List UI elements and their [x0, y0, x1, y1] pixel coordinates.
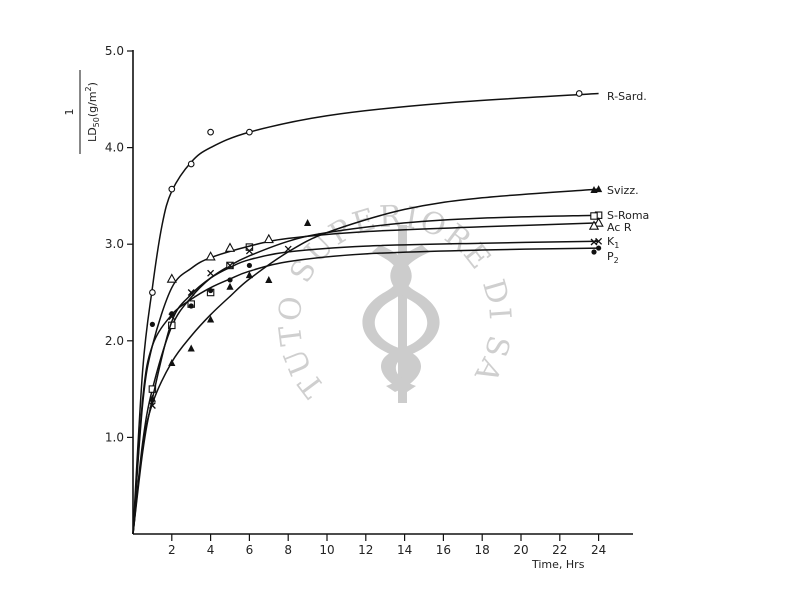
x-tick-label: 18: [475, 543, 490, 557]
series-line-p2: [132, 247, 599, 535]
data-point-ac-r: [593, 217, 604, 227]
series-svizz: Svizz.: [132, 184, 639, 535]
series-line-svizz: [132, 188, 599, 535]
axes: 2 4 6 8 10 12 14 16 18 20 22 241.02.03.04.05.0: [105, 44, 633, 557]
data-point-svizz: [226, 282, 234, 290]
data-point-s-roma: [148, 385, 157, 393]
legend-marker-svizz: [590, 186, 598, 193]
data-point-r-sard: [149, 289, 156, 296]
caduceus-icon: [362, 225, 440, 403]
y-axis-title: 1 LD50(g/m2): [63, 70, 101, 154]
series-label-r-sard: R-Sard.: [607, 90, 647, 103]
legend-marker-p2: [591, 249, 597, 255]
data-point-svizz: [595, 185, 603, 193]
data-point-p2: [596, 245, 602, 251]
data-point-k1: [245, 247, 253, 255]
data-point-k1: [284, 245, 292, 253]
data-point-p2: [188, 303, 194, 309]
data-point-r-sard: [207, 128, 214, 136]
series-label-p2: P2: [607, 250, 619, 265]
legend-marker-s-roma: [590, 212, 598, 220]
series-label-s-roma: S-Roma: [607, 209, 649, 222]
data-point-p2: [246, 262, 252, 269]
data-point-svizz: [187, 344, 195, 352]
y-tick-label: 4.0: [105, 141, 124, 155]
x-tick-label: 10: [319, 543, 334, 557]
x-tick-label: 20: [513, 543, 528, 557]
data-point-svizz: [207, 315, 215, 323]
legend-marker-k1: [590, 238, 598, 246]
x-tick-label: 22: [552, 543, 567, 557]
x-tick-label: 8: [284, 543, 292, 557]
data-point-r-sard: [575, 90, 583, 97]
legend-marker-ac-r: [588, 220, 600, 230]
x-axis-label: Time, Hrs: [531, 558, 585, 571]
data-point-k1: [148, 402, 156, 409]
data-point-ac-r: [263, 233, 274, 244]
data-point-p2: [169, 311, 175, 317]
y-tick-label: 5.0: [105, 44, 124, 58]
data-point-p2: [227, 277, 233, 283]
x-tick-label: 6: [246, 543, 254, 557]
data-point-p2: [149, 321, 155, 327]
x-tick-label: 4: [207, 543, 215, 557]
data-point-ac-r: [205, 251, 216, 261]
series-label-ac-r: Ac R: [607, 221, 632, 234]
y-tick-label: 1.0: [105, 430, 124, 444]
series-r-sard: R-Sard.: [132, 90, 647, 535]
data-point-k1: [226, 261, 234, 269]
data-point-svizz: [168, 359, 176, 367]
series-k1: K1: [132, 235, 619, 535]
data-point-ac-r: [166, 273, 177, 283]
data-point-p2: [208, 287, 214, 294]
x-tick-label: 12: [358, 543, 373, 557]
y-tick-label: 2.0: [105, 334, 124, 348]
x-tick-label: 24: [591, 543, 606, 557]
x-tick-label: 14: [397, 543, 412, 557]
series-p2: P2: [132, 245, 619, 535]
data-point-k1: [207, 269, 215, 277]
x-tick-label: 2: [168, 543, 176, 557]
data-point-k1: [187, 289, 195, 296]
series-label-svizz: Svizz.: [607, 184, 639, 197]
data-point-r-sard: [168, 185, 176, 193]
series-label-k1: K1: [607, 235, 619, 250]
data-point-ac-r: [224, 242, 236, 252]
data-point-svizz: [245, 271, 253, 279]
y-axis-title-fraction: 1 LD50(g/m2): [63, 70, 101, 154]
data-point-r-sard: [187, 160, 195, 168]
data-point-svizz: [304, 218, 312, 226]
y-axis-title-denominator: LD50(g/m2): [84, 82, 101, 142]
x-tick-label: 16: [436, 543, 451, 557]
y-tick-label: 3.0: [105, 237, 124, 251]
data-point-svizz: [265, 275, 273, 283]
y-axis-title-numerator: 1: [63, 109, 76, 116]
data-point-r-sard: [246, 128, 253, 136]
